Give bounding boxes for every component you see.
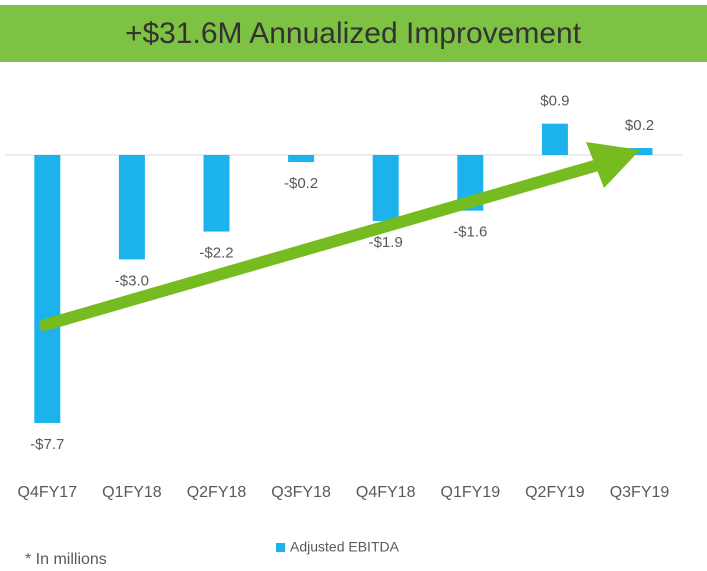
arrow-head (586, 142, 640, 188)
footnote: * In millions (25, 551, 107, 568)
x-tick-label: Q2FY18 (187, 484, 247, 501)
legend-label: Adjusted EBITDA (290, 539, 400, 555)
x-tick-label: Q2FY19 (525, 484, 585, 501)
arrow-shaft (39, 159, 604, 331)
bar (203, 155, 230, 232)
data-label: -$3.0 (115, 272, 149, 289)
x-tick-label: Q3FY18 (271, 484, 331, 501)
chart-title: +$31.6M Annualized Improvement (125, 17, 582, 50)
bar (34, 155, 61, 423)
data-label: $0.9 (540, 93, 569, 110)
legend-swatch (276, 543, 285, 552)
trend-arrow (39, 142, 640, 331)
bar (541, 123, 568, 155)
x-tick-label: Q3FY19 (610, 484, 670, 501)
data-label: -$7.7 (30, 436, 64, 453)
x-tick-label: Q4FY18 (356, 484, 416, 501)
bars (34, 123, 653, 423)
data-label: -$0.2 (284, 175, 318, 192)
x-tick-label: Q4FY17 (18, 484, 78, 501)
bar (626, 148, 653, 155)
data-label: -$2.2 (199, 245, 233, 262)
x-tick-label: Q1FY18 (102, 484, 162, 501)
bar (118, 155, 145, 260)
bar (288, 155, 315, 162)
data-label: -$1.9 (369, 234, 403, 251)
bar (372, 155, 399, 222)
x-tick-label: Q1FY19 (441, 484, 501, 501)
data-label: -$1.6 (453, 224, 487, 241)
title-banner (0, 5, 707, 62)
data-label: $0.2 (625, 117, 654, 134)
